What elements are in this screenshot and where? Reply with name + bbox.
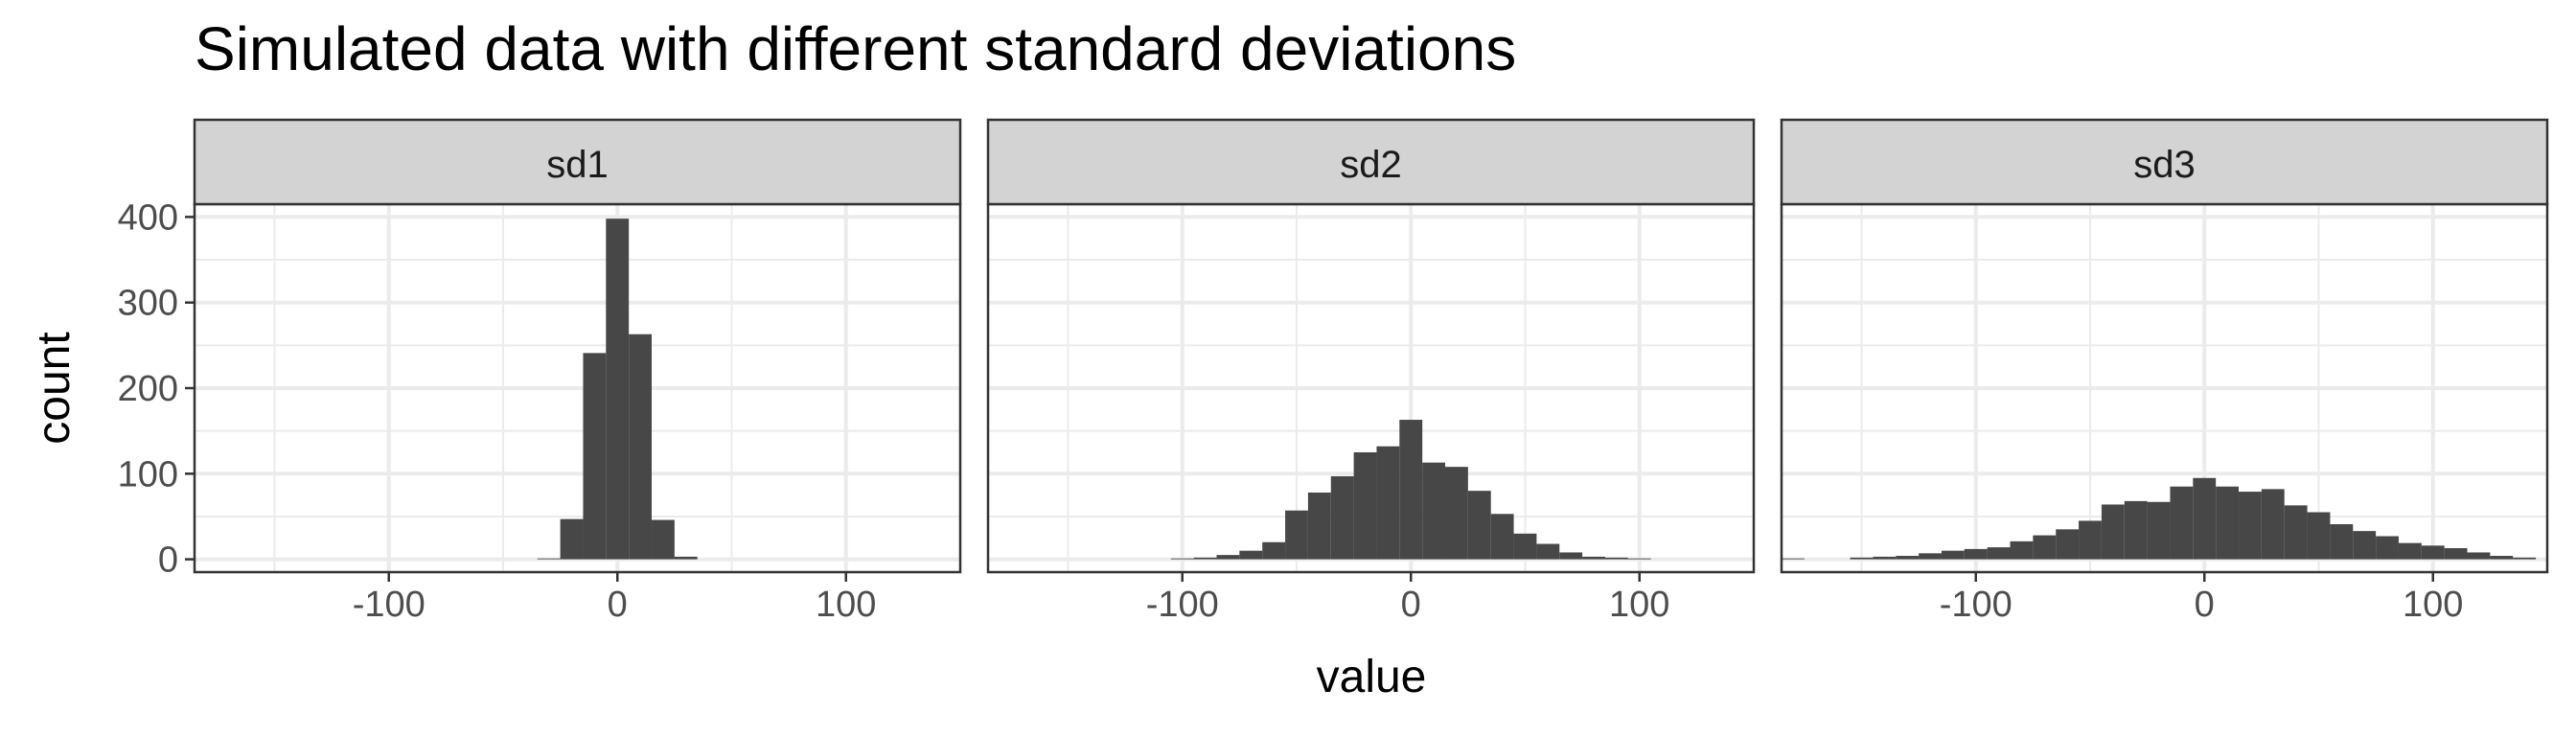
histogram-bar <box>2444 547 2468 560</box>
y-tick-label: 200 <box>118 369 178 409</box>
facet-panel-sd1: sd1 -100 0 100 0 100 200 300 400 <box>118 118 962 625</box>
facet-panel-sd2: sd2 -100 0 100 <box>986 118 1756 625</box>
histogram-bar <box>1330 475 1354 560</box>
histogram-bar <box>1582 556 1605 560</box>
x-tick-label: 100 <box>816 585 876 625</box>
chart-title: Simulated data with different standard d… <box>195 14 1516 83</box>
histogram-bar <box>537 558 561 560</box>
facet-strip <box>986 118 1756 206</box>
histogram-bar <box>2261 489 2285 560</box>
histogram-bar <box>2467 552 2491 560</box>
facet-strip-label: sd3 <box>2133 144 2196 186</box>
histogram-bar <box>2513 557 2537 560</box>
facet-strip <box>1780 118 2549 206</box>
histogram-bar <box>1873 556 1897 560</box>
histogram-bar <box>1490 514 1514 560</box>
facet-strip <box>193 118 962 206</box>
histogram-bar <box>1782 558 1805 560</box>
histogram-bar <box>606 218 630 560</box>
histogram-bar <box>2101 504 2125 560</box>
histogram-bar <box>1307 492 1331 560</box>
y-tick-label: 0 <box>158 540 178 581</box>
x-tick-label: 100 <box>1609 585 1669 625</box>
histogram-bar <box>1170 558 1194 560</box>
histogram-bar <box>2056 529 2080 560</box>
facet-panels: sd1 -100 0 100 0 100 200 300 400 sd2 -100 0 100 sd3 -1… <box>118 118 2549 625</box>
histogram-bar <box>1285 510 1308 560</box>
histogram-bar <box>1627 558 1651 560</box>
histogram-bar <box>1559 552 1583 560</box>
histogram-bar <box>1262 541 1286 560</box>
histogram-bar <box>2033 535 2057 560</box>
histogram-bar <box>2284 505 2308 560</box>
x-tick-label: 0 <box>1401 585 1421 625</box>
histogram-bar <box>583 353 607 560</box>
y-tick-label: 300 <box>118 284 178 324</box>
histogram-bar <box>674 556 698 560</box>
histogram-bar <box>1239 550 1263 560</box>
histogram-bar <box>629 334 653 560</box>
histogram-bar <box>2398 542 2422 560</box>
histogram-bar <box>1987 547 2011 560</box>
histogram-bar <box>1467 491 1491 560</box>
histogram-bar <box>1445 467 1468 560</box>
y-tick-label: 100 <box>118 454 178 494</box>
histogram-bar <box>2376 536 2399 560</box>
histogram-bar <box>1399 420 1423 560</box>
histogram-bar <box>2421 545 2445 560</box>
histogram-bar <box>1850 557 1874 560</box>
x-tick-label: 100 <box>2403 585 2463 625</box>
histogram-bar <box>1422 462 1446 560</box>
histogram-bar <box>1919 553 1942 560</box>
histogram-bar <box>1536 543 1560 560</box>
histogram-bar <box>2216 486 2240 560</box>
histogram-bar <box>2124 500 2148 560</box>
histogram-bar <box>2307 512 2331 560</box>
x-tick-label: -100 <box>353 585 426 625</box>
facet-strip-label: sd1 <box>546 144 609 186</box>
histogram-bar <box>1941 550 1965 560</box>
facet-panel-sd3: sd3 -100 0 100 <box>1780 118 2549 625</box>
histogram-bar <box>2147 501 2171 560</box>
histogram-bar <box>2010 540 2034 560</box>
histogram-bar <box>2079 520 2102 560</box>
histogram-bar <box>652 519 675 560</box>
histogram-bar <box>1604 557 1628 560</box>
histogram-bar <box>1193 557 1217 560</box>
y-axis-label: count <box>29 332 80 444</box>
facet-strip-label: sd2 <box>1340 144 1402 186</box>
y-tick-label: 400 <box>118 197 178 238</box>
histogram-bar <box>1216 555 1240 560</box>
histogram-bar <box>2490 556 2514 560</box>
x-tick-label: 0 <box>608 585 628 625</box>
histogram-bar <box>560 518 584 560</box>
histogram-bar <box>1964 548 1988 560</box>
x-axis-label: value <box>1317 652 1427 702</box>
histogram-bar <box>1896 556 1920 560</box>
histogram-bar <box>2330 523 2354 560</box>
x-tick-label: 0 <box>2195 585 2215 625</box>
histogram-bar <box>2239 492 2262 560</box>
histogram-bar <box>2170 486 2194 560</box>
histogram-bar <box>1376 446 1400 560</box>
x-tick-label: -100 <box>1940 585 2012 625</box>
histogram-bar <box>2193 477 2217 560</box>
x-tick-label: -100 <box>1146 585 1219 625</box>
histogram-bar <box>2353 531 2377 560</box>
histogram-bar <box>1513 533 1537 560</box>
histogram-bar <box>1353 451 1377 560</box>
